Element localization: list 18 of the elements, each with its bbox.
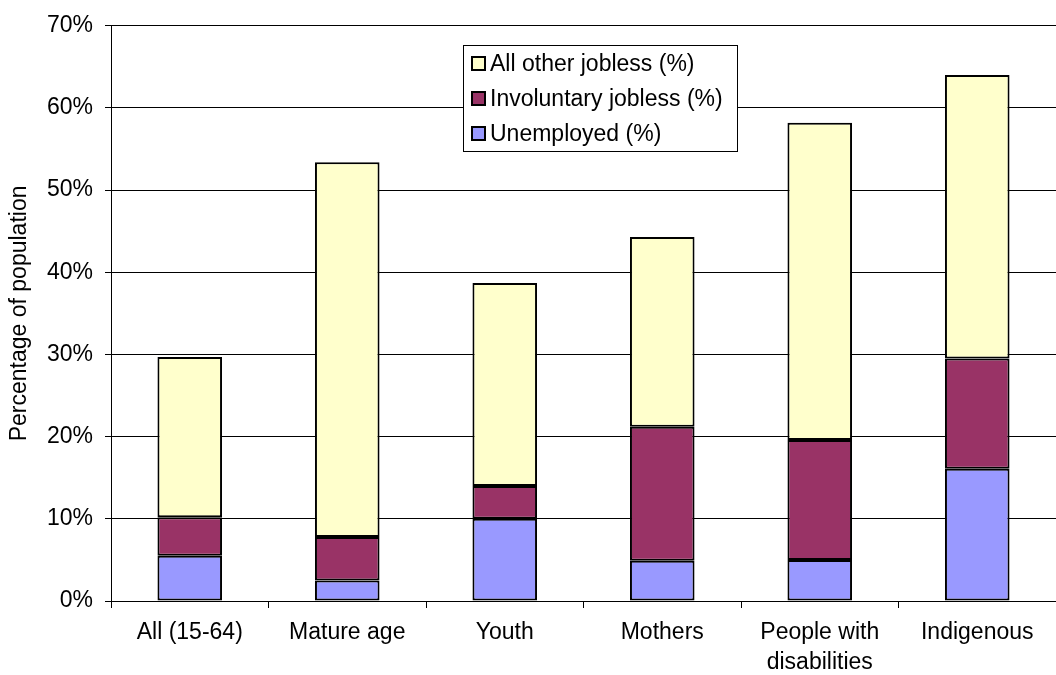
legend-label: All other jobless (%): [490, 48, 695, 78]
x-tick-label: Mature age: [289, 618, 406, 645]
legend-label: Unemployed (%): [490, 118, 662, 148]
x-tick-label: People with disabilities: [760, 618, 880, 675]
y-tick-label: 30%: [46, 339, 93, 366]
x-tick-label: Mothers: [620, 618, 704, 645]
y-tick-label: 20%: [46, 422, 93, 448]
x-tick-label: Indigenous: [920, 618, 1034, 645]
y-tick-label: 70%: [46, 11, 93, 38]
y-tick-label: 40%: [46, 257, 93, 284]
legend-label: Involuntary jobless (%): [490, 83, 723, 113]
y-tick-label: 10%: [46, 504, 93, 531]
y-tick-label: 50%: [46, 175, 93, 202]
y-axis-title: Percentage of population: [5, 185, 32, 442]
x-tick-label: All (15-64): [136, 618, 243, 645]
y-tick-label: 60%: [46, 93, 93, 120]
x-tick-label: Youth: [475, 618, 534, 645]
y-tick-label: 0%: [59, 586, 93, 613]
